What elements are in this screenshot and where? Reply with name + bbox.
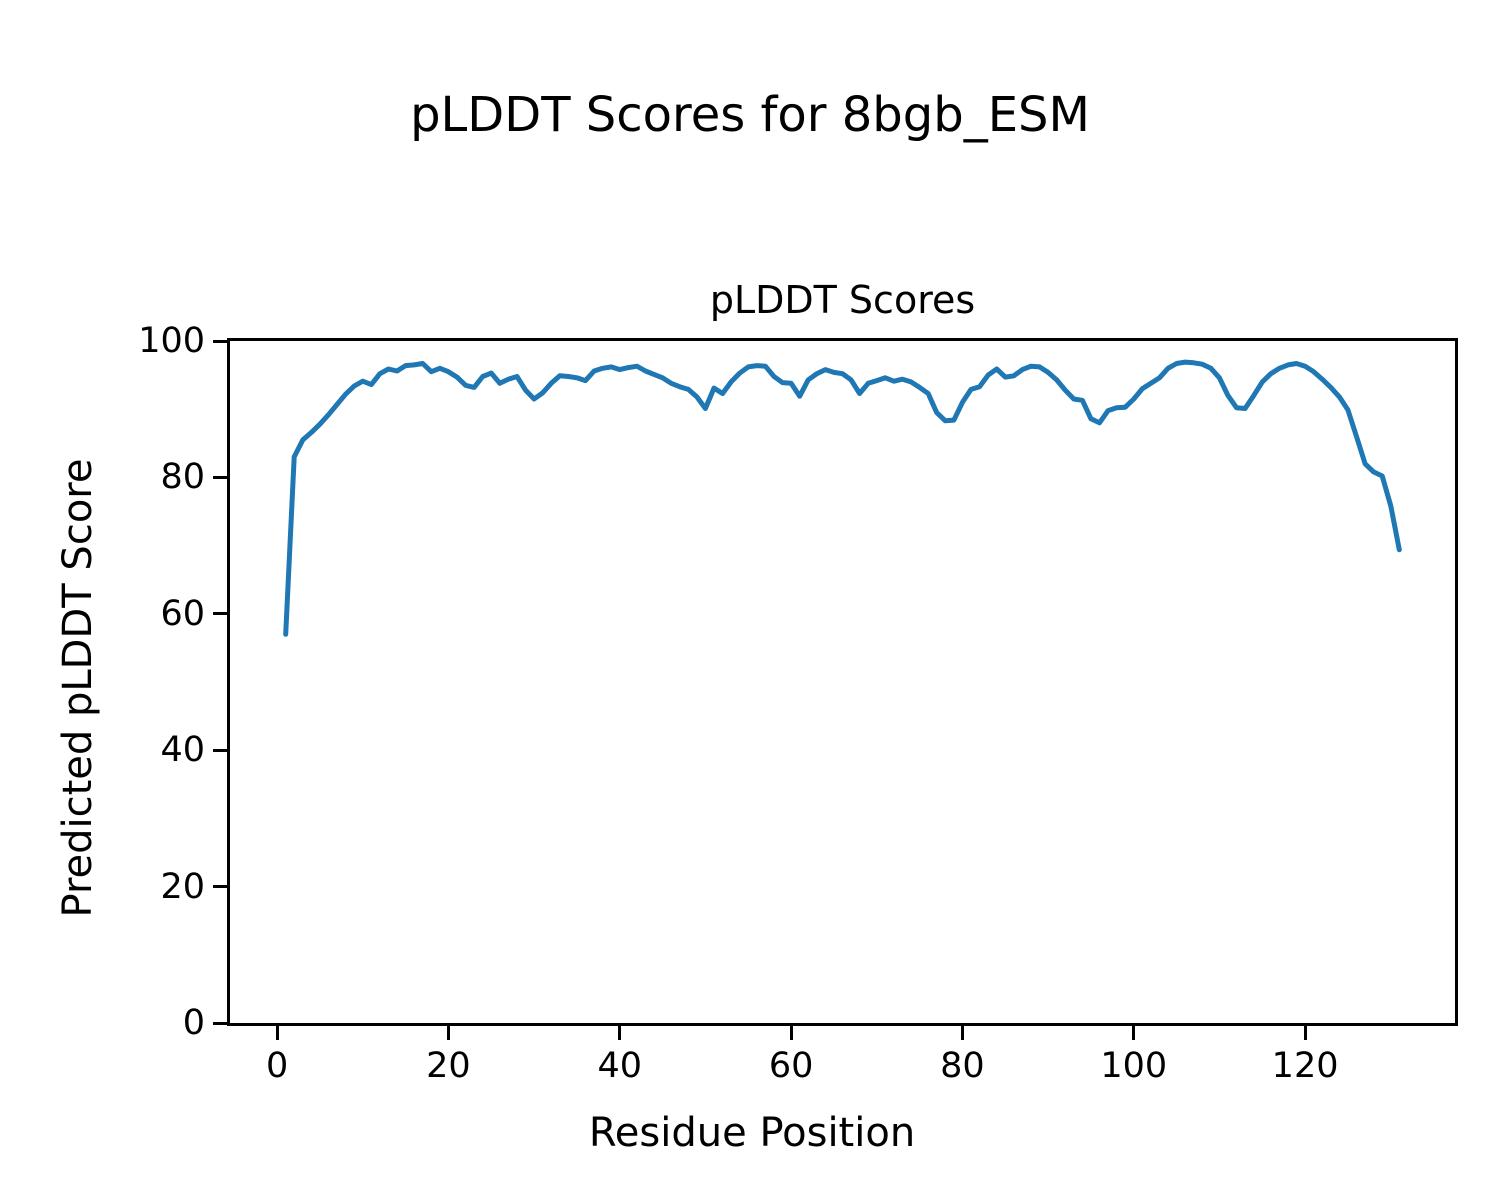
- x-tick-label: 80: [940, 1046, 985, 1086]
- x-tick-mark: [789, 1026, 793, 1040]
- x-tick-label: 0: [265, 1046, 289, 1086]
- x-tick-mark: [446, 1026, 450, 1040]
- x-tick-mark: [960, 1026, 964, 1040]
- y-tick-mark: [213, 339, 227, 343]
- y-axis-label: Predicted pLDDT Score: [55, 458, 101, 918]
- y-tick-mark: [213, 475, 227, 479]
- y-tick-label: 80: [160, 457, 205, 498]
- x-tick-mark: [1303, 1026, 1307, 1040]
- y-tick-label: 40: [160, 730, 205, 771]
- y-tick-label: 100: [138, 321, 205, 361]
- plddt-line-series: [283, 359, 1402, 637]
- y-tick-mark: [213, 612, 227, 616]
- axes-title: pLDDT Scores: [709, 278, 976, 322]
- x-tick-label: 60: [768, 1046, 814, 1086]
- x-tick-label: 40: [597, 1046, 643, 1086]
- x-tick-label: 120: [1271, 1046, 1339, 1086]
- plot-area: [227, 338, 1458, 1026]
- x-axis-label: Residue Position: [588, 1110, 916, 1156]
- y-tick-label: 60: [160, 593, 205, 634]
- figure-suptitle: pLDDT Scores for 8bgb_ESM: [410, 87, 1090, 143]
- x-tick-mark: [618, 1026, 622, 1040]
- x-tick-label: 100: [1100, 1046, 1168, 1086]
- y-tick-mark: [213, 1021, 227, 1025]
- plot-svg: [283, 359, 1402, 637]
- y-tick-mark: [213, 748, 227, 752]
- x-tick-mark: [1132, 1026, 1136, 1040]
- y-tick-label: 20: [160, 866, 205, 907]
- x-tick-mark: [275, 1026, 279, 1040]
- x-tick-label: 20: [426, 1046, 471, 1086]
- y-tick-label: 0: [182, 1003, 205, 1043]
- y-tick-mark: [213, 885, 227, 889]
